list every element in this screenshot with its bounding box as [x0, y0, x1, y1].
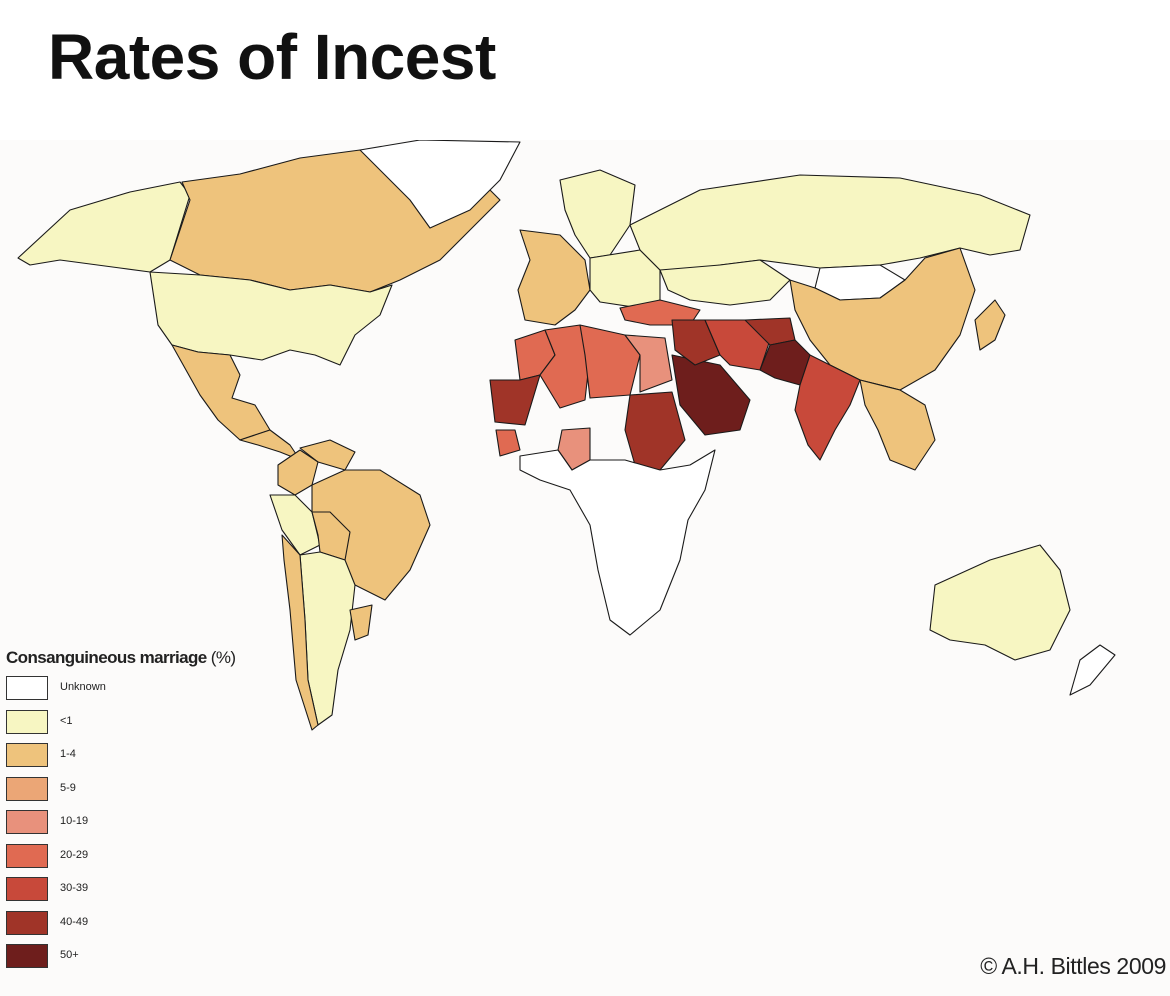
- country-scandinavia: [559, 169, 636, 259]
- country-kazakhstan: [659, 259, 791, 306]
- legend-item: 5-9: [6, 776, 235, 811]
- legend-item: Unknown: [6, 676, 235, 710]
- legend-label: 5-9: [60, 781, 76, 794]
- legend-item: 10-19: [6, 810, 235, 844]
- legend-item: 1-4: [6, 743, 235, 777]
- country-china: [789, 247, 976, 391]
- map-credit: © A.H. Bittles 2009: [980, 953, 1166, 979]
- legend-label: Unknown: [60, 681, 106, 693]
- legend-label: <1: [60, 714, 73, 727]
- legend-label: 10-19: [60, 815, 89, 827]
- legend-label: 50+: [60, 949, 79, 961]
- legend-swatch: [6, 810, 48, 834]
- country-iraq: [671, 319, 721, 366]
- legend-item: 50+: [6, 944, 235, 978]
- country-greenland: [359, 140, 521, 229]
- legend-label: 20-29: [60, 848, 89, 861]
- country-india: [794, 354, 861, 461]
- country-western-europe: [517, 229, 591, 326]
- legend-swatch: [6, 910, 48, 935]
- legend-label: 30-39: [60, 882, 89, 894]
- legend-item: 40-49: [6, 910, 235, 945]
- legend-item: <1: [6, 709, 235, 744]
- page-title: Rates of Incest: [48, 21, 496, 93]
- legend-swatch: [6, 709, 48, 734]
- legend-swatch: [6, 776, 48, 801]
- legend-swatch: [6, 843, 48, 868]
- legend-label: 1-4: [60, 748, 76, 760]
- legend-items: Unknown <1 1-4 5-9 10-19 20-29 30-39 40-49 50+: [6, 676, 235, 978]
- country-guinea: [495, 429, 521, 457]
- country-australia: [929, 544, 1071, 661]
- country-chile: [281, 534, 319, 731]
- country-saudi-arabia: [671, 354, 751, 436]
- country-sub-saharan-africa: [519, 449, 716, 636]
- country-new-zealand: [1069, 644, 1116, 696]
- world-map-panel: Consanguineous marriage (%) Unknown <1 1-4…: [0, 140, 1170, 996]
- country-egypt: [624, 334, 673, 393]
- country-alaska: [17, 181, 191, 273]
- country-southeast-asia: [859, 379, 936, 471]
- legend-swatch: [6, 944, 48, 968]
- map-legend: Consanguineous marriage (%) Unknown <1 1-4…: [6, 648, 236, 978]
- country-mexico: [171, 344, 271, 441]
- legend-swatch: [6, 877, 48, 901]
- legend-swatch: [6, 676, 48, 700]
- legend-unit: (%): [210, 648, 236, 667]
- legend-swatch: [6, 743, 48, 767]
- country-mauritania: [489, 374, 541, 426]
- legend-item: 20-29: [6, 843, 235, 878]
- legend-item: 30-39: [6, 877, 235, 911]
- legend-title: Consanguineous marriage (%): [6, 648, 236, 667]
- legend-label: 40-49: [60, 915, 89, 928]
- country-colombia: [277, 449, 319, 496]
- country-sudan: [624, 391, 686, 471]
- country-russia: [629, 174, 1031, 276]
- world-choropleth-map: [17, 140, 1116, 731]
- country-uruguay: [349, 604, 373, 641]
- country-japan: [974, 299, 1006, 351]
